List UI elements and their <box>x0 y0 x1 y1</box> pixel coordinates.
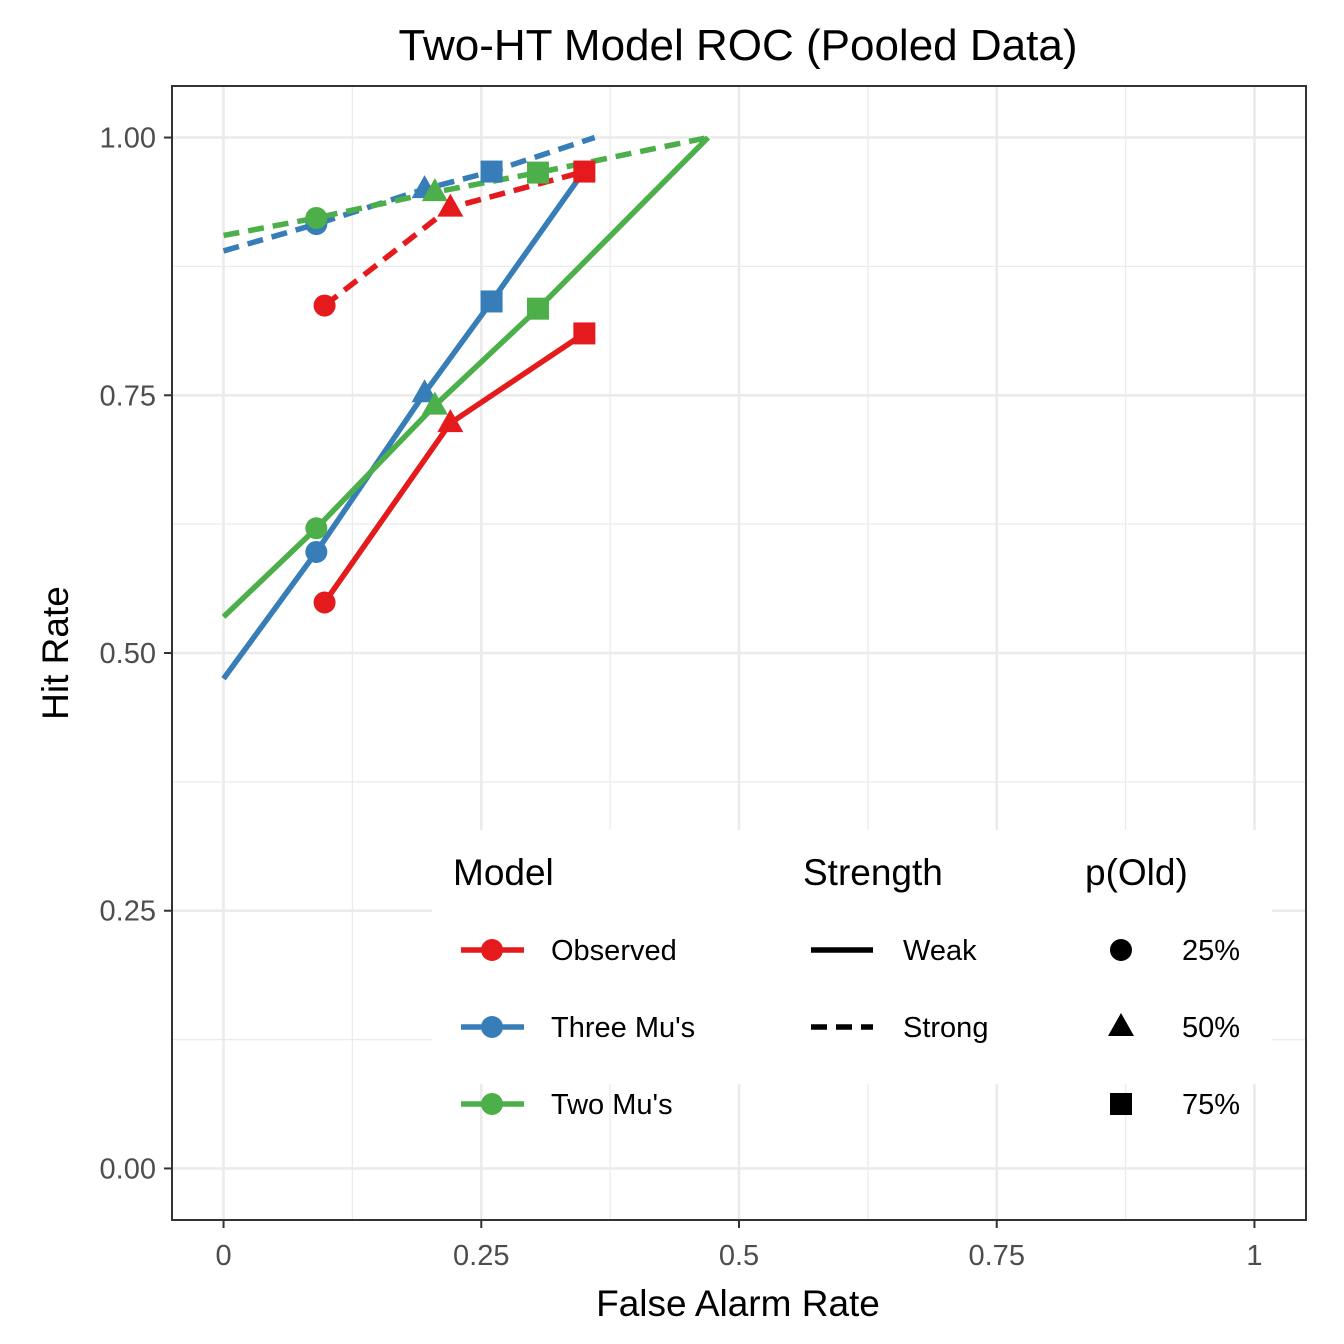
point-two-mu-s-strong <box>305 206 328 229</box>
y-tick-label: 0.50 <box>100 638 156 670</box>
legend-key-point <box>481 939 503 961</box>
legend-key-shape <box>1108 1013 1134 1036</box>
x-axis-ticks: 0 0.25 0.5 0.75 1 <box>215 1220 1263 1272</box>
legend-label-pold: 75% <box>1182 1089 1240 1121</box>
x-tick-label: 0.5 <box>719 1240 759 1272</box>
legend-label-model: Three Mu's <box>551 1012 695 1044</box>
x-axis-title: False Alarm Rate <box>596 1283 880 1324</box>
legend-label-model: Two Mu's <box>551 1089 673 1121</box>
y-tick-label: 0.00 <box>100 1153 156 1185</box>
legend-key-shape <box>1110 939 1132 961</box>
y-axis-ticks: 0.00 0.25 0.50 0.75 1.00 <box>100 123 172 1185</box>
legend-label-model: Observed <box>551 935 677 967</box>
point-three-mu-s-weak <box>480 290 503 313</box>
legend-key-point <box>481 1093 503 1115</box>
point-three-mu-s-strong <box>480 160 503 183</box>
point-observed-weak <box>313 591 336 614</box>
legend-key-point <box>481 1016 503 1038</box>
legend-label-pold: 25% <box>1182 935 1240 967</box>
point-two-mu-s-strong <box>421 178 448 202</box>
point-two-mu-s-strong <box>526 161 549 184</box>
data-points <box>305 160 596 614</box>
x-tick-label: 0.25 <box>453 1240 509 1272</box>
point-two-mu-s-weak <box>526 297 549 320</box>
legend-background <box>432 830 1272 1084</box>
point-observed-weak <box>437 409 464 433</box>
legend-label-strength: Strong <box>903 1012 988 1044</box>
point-three-mu-s-weak <box>411 379 438 403</box>
point-observed-strong <box>437 193 464 217</box>
x-tick-label: 0 <box>215 1240 231 1272</box>
x-tick-label: 1 <box>1246 1240 1262 1272</box>
chart-title: Two-HT Model ROC (Pooled Data) <box>399 21 1078 70</box>
legend-label-strength: Weak <box>903 935 977 967</box>
point-three-mu-s-weak <box>305 540 328 563</box>
y-axis-title: Hit Rate <box>35 586 76 720</box>
legend-title-model: Model <box>453 852 554 893</box>
point-observed-strong <box>573 160 596 183</box>
legend: Model Strength p(Old) Observed Three Mu's Two… <box>432 830 1272 1121</box>
legend-label-pold: 50% <box>1182 1012 1240 1044</box>
y-tick-label: 0.75 <box>100 380 156 412</box>
point-observed-weak <box>573 322 596 345</box>
point-two-mu-s-weak <box>305 517 328 540</box>
y-tick-label: 1.00 <box>100 123 156 155</box>
point-observed-strong <box>313 294 336 317</box>
legend-title-pold: p(Old) <box>1085 852 1188 893</box>
x-tick-label: 0.75 <box>969 1240 1025 1272</box>
y-tick-label: 0.25 <box>100 896 156 928</box>
legend-key-shape <box>1110 1093 1132 1115</box>
point-two-mu-s-weak <box>421 391 448 415</box>
legend-title-strength: Strength <box>803 852 943 893</box>
